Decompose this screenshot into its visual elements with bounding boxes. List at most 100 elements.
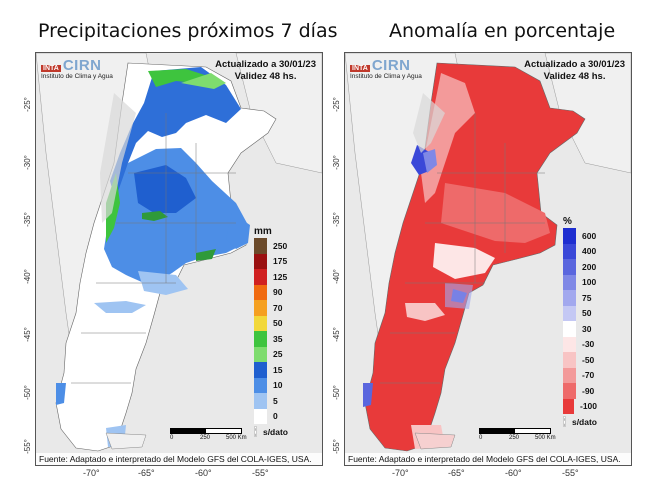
latitude-tick: -40° [331, 269, 341, 284]
legend-entry: 250 [254, 238, 288, 254]
legend-label: 400 [582, 246, 597, 257]
latitude-tick: -50° [331, 385, 341, 400]
legend-label: 30 [582, 323, 592, 334]
legend-label: 175 [273, 256, 288, 267]
legend-swatch [563, 259, 576, 275]
legend-label: 200 [582, 261, 597, 272]
scale-label-zero: 0 [170, 435, 174, 441]
legend-swatch [254, 408, 267, 424]
legend-swatch [254, 346, 267, 362]
legend-entry: 50 [254, 315, 288, 331]
legend-label: 0 [273, 411, 278, 422]
legend-entry: 50 [563, 305, 597, 321]
institute-name: Instituto de Clima y Agua [41, 73, 113, 80]
updated-date: Actualizado a 30/01/23 [215, 59, 316, 70]
legend-swatch [254, 284, 267, 300]
cirn-wordmark: CIRN [62, 57, 102, 74]
legend-entry: 5 [254, 393, 288, 409]
legend-entry: 100 [563, 274, 597, 290]
legend-entry: 75 [563, 290, 597, 306]
legend-swatch [563, 305, 576, 321]
cirn-logo: INTA CIRN Instituto de Clima y Agua [350, 57, 422, 80]
source-note: Fuente: Adaptado e interpretado del Mode… [345, 453, 631, 465]
legend-swatch [254, 377, 267, 393]
legend-swatch [563, 383, 576, 399]
legend-swatch [254, 315, 267, 331]
legend-entry: 90 [254, 284, 288, 300]
legend-entry: 0 [254, 408, 288, 424]
legend-swatch [563, 416, 566, 428]
legend-label: -30 [582, 339, 595, 350]
legend-label: 10 [273, 380, 283, 391]
legend-label: 50 [582, 308, 592, 319]
legend-entry: -70 [563, 367, 597, 383]
legend-swatch [563, 243, 576, 259]
latitude-tick: -25° [331, 97, 341, 112]
longitude-tick: -55° [252, 468, 269, 478]
legend-label: 15 [273, 364, 283, 375]
legend-label: 250 [273, 240, 288, 251]
legend-entry: 70 [254, 300, 288, 316]
latitude-tick: -45° [22, 327, 32, 342]
legend-label: 125 [273, 271, 288, 282]
latitude-tick: -50° [22, 385, 32, 400]
legend-label: 35 [273, 333, 283, 344]
update-info: Actualizado a 30/01/23 Validez 48 hs. [524, 59, 625, 83]
legend-entry: 175 [254, 253, 288, 269]
legend-entry: -90 [563, 383, 597, 399]
precipitation-map-panel: INTA CIRN Instituto de Clima y Agua Actua… [35, 52, 323, 466]
legend-swatch [563, 398, 574, 414]
latitude-tick: -35° [331, 212, 341, 227]
legend-entry: -30 [563, 336, 597, 352]
legend-swatch [254, 426, 257, 438]
legend-label: 75 [582, 292, 592, 303]
scale-label-mid: 250 [200, 435, 211, 441]
legend-entry: s/dato [563, 414, 597, 430]
legend-label: 70 [273, 302, 283, 313]
legend-label: -50 [582, 354, 595, 365]
updated-date: Actualizado a 30/01/23 [524, 59, 625, 70]
institute-name: Instituto de Clima y Agua [350, 73, 422, 80]
latitude-tick: -40° [22, 269, 32, 284]
validity-text: Validez 48 hs. [234, 71, 297, 82]
scale-label-end: 500 Km [226, 435, 247, 441]
legend-label: s/dato [262, 426, 288, 437]
legend-swatch [254, 331, 267, 347]
scale-label-end: 500 Km [535, 435, 556, 441]
legend-swatch [254, 253, 267, 269]
inta-badge: INTA [350, 65, 370, 72]
cirn-logo: INTA CIRN Instituto de Clima y Agua [41, 57, 113, 80]
anomaly-map [345, 53, 631, 465]
longitude-tick: -70° [83, 468, 100, 478]
legend-entry: 400 [563, 243, 597, 259]
legend-entry: 35 [254, 331, 288, 347]
legend-swatch [563, 321, 576, 337]
right-map-title: Anomalía en porcentaje [389, 20, 616, 42]
distance-scale: 0 250 500 Km [479, 428, 556, 441]
legend-swatch [563, 336, 576, 352]
latitude-tick: -25° [22, 97, 32, 112]
update-info: Actualizado a 30/01/23 Validez 48 hs. [215, 59, 316, 83]
legend-entry: 200 [563, 259, 597, 275]
legend-entry: 600 [563, 228, 597, 244]
legend-swatch [254, 300, 267, 316]
legend-swatch [563, 274, 576, 290]
anomaly-map-panel: INTA CIRN Instituto de Clima y Agua Actua… [344, 52, 632, 466]
legend-entry: s/dato [254, 424, 288, 440]
legend-label: 600 [582, 230, 597, 241]
legend-swatch [254, 362, 267, 378]
legend-label: s/dato [571, 416, 597, 427]
legend-label: -100 [579, 401, 597, 412]
legend-entry: -100 [563, 398, 597, 414]
cirn-wordmark: CIRN [371, 57, 411, 74]
legend-swatch [563, 228, 576, 244]
longitude-tick: -60° [195, 468, 212, 478]
precipitation-legend: mm 250 175 125 90 70 50 35 25 15 10 5 0 s/dato [254, 226, 288, 440]
latitude-tick: -45° [331, 327, 341, 342]
latitude-tick: -30° [22, 155, 32, 170]
longitude-tick: -60° [505, 468, 522, 478]
inta-badge: INTA [41, 65, 61, 72]
scale-label-mid: 250 [509, 435, 520, 441]
legend-entry: 30 [563, 321, 597, 337]
legend-entry: 125 [254, 269, 288, 285]
